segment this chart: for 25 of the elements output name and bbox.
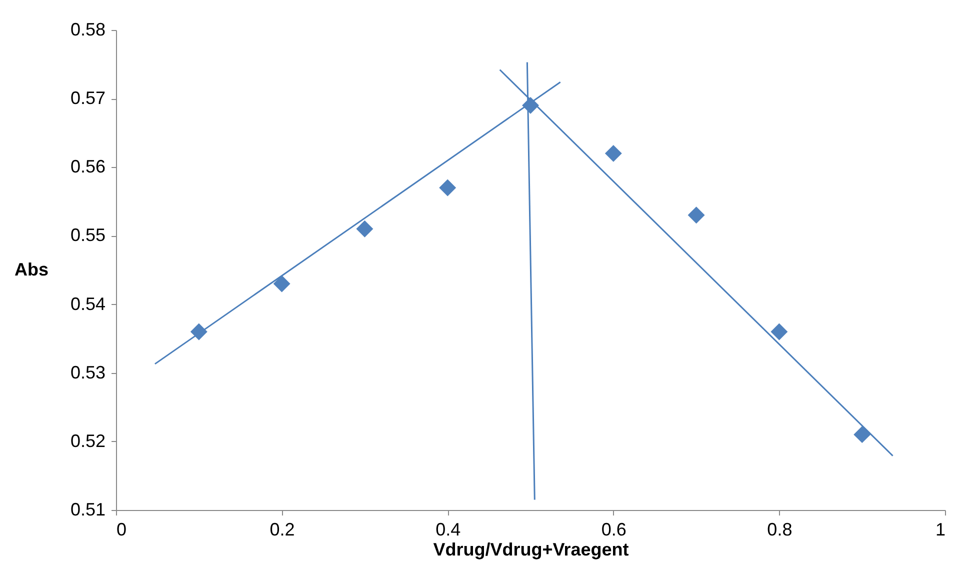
point [274, 276, 290, 292]
x-tick-label: 0.4 [436, 520, 461, 540]
point [688, 207, 704, 224]
x-tick-label: 0 [116, 520, 127, 540]
y-tick-label: 0.57 [70, 88, 106, 108]
x-tick-label: 0.6 [601, 520, 626, 540]
y-tick-label: 0.55 [70, 225, 106, 246]
point [440, 180, 456, 196]
y-tick-label: 0.54 [70, 294, 106, 314]
y-axis-title: Abs [14, 260, 49, 280]
point [605, 145, 622, 162]
x-tick-label: 0.8 [767, 520, 792, 540]
y-tick-label: 0.51 [70, 500, 106, 520]
y-tick-label: 0.58 [70, 20, 106, 40]
point [356, 220, 373, 237]
point [854, 426, 870, 443]
point [190, 324, 207, 340]
y-tick-label: 0.53 [70, 362, 106, 382]
x-tick-label: 1 [935, 520, 946, 540]
point [522, 97, 539, 114]
point [771, 324, 788, 340]
y-tick-label: 0.52 [70, 430, 106, 451]
y-tick-label: 0.56 [70, 156, 106, 177]
x-tick-label: 0.2 [270, 520, 295, 540]
x-axis-title: Vdrug/Vdrug+Vraegent [433, 540, 629, 560]
